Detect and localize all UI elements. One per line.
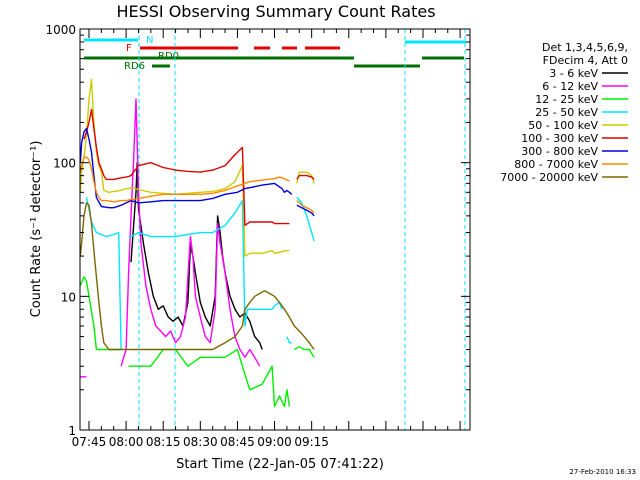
- plot-border: [79, 28, 471, 431]
- series-line: [130, 162, 263, 350]
- legend-label: 800 - 7000 keV: [514, 158, 598, 171]
- y-axis-label: Count Rate (s⁻¹ detector⁻¹): [29, 141, 44, 318]
- y-tick-label: 1000: [45, 23, 76, 37]
- series-line: [79, 156, 315, 214]
- series-line: [79, 127, 315, 217]
- legend: Det 1,3,4,5,6,9,FDecim 4, Att 03 - 6 keV…: [500, 41, 628, 184]
- series-line: [85, 196, 315, 350]
- series-lines: [79, 78, 315, 408]
- plot-frame: [79, 28, 471, 431]
- legend-label: 7000 - 20000 keV: [500, 171, 598, 184]
- flag-label: N: [146, 35, 153, 46]
- legend-label: 100 - 300 keV: [521, 132, 598, 145]
- flag-label: RD0: [158, 51, 179, 62]
- legend-title: FDecim 4, Att 0: [543, 54, 628, 67]
- flag-bars: N F RD0 RD6: [84, 29, 466, 430]
- flag-label: F: [126, 43, 132, 54]
- x-tick-label: 09:00: [257, 435, 292, 449]
- series-line: [79, 276, 315, 408]
- legend-label: 300 - 800 keV: [521, 145, 598, 158]
- legend-label: 6 - 12 keV: [542, 80, 598, 93]
- series-line: [80, 98, 261, 378]
- legend-label: 25 - 50 keV: [535, 106, 598, 119]
- legend-title: Det 1,3,4,5,6,9,: [542, 41, 628, 54]
- series-line: [79, 78, 315, 257]
- y-tick-label: 100: [53, 157, 76, 171]
- legend-label: 12 - 25 keV: [535, 93, 598, 106]
- y-tick-label: 1: [68, 424, 76, 438]
- y-tick-label: 10: [61, 290, 76, 304]
- series-line: [79, 202, 315, 351]
- flag-label: RD6: [124, 61, 145, 72]
- x-tick-label: 08:30: [183, 435, 218, 449]
- series-line: [83, 108, 315, 226]
- chart-title: HESSI Observing Summary Count Rates: [116, 2, 435, 21]
- x-tick-label: 07:45: [72, 435, 107, 449]
- y-axis-ticks: 1 10 100 1000: [45, 23, 470, 438]
- legend-label: 50 - 100 keV: [528, 119, 598, 132]
- x-tick-label: 08:15: [146, 435, 181, 449]
- legend-label: 3 - 6 keV: [549, 67, 598, 80]
- footer-stamp: 27-Feb-2010 16:33: [569, 468, 636, 476]
- x-axis-ticks: 07:45 08:00 08:15 08:30 08:45 09:00 09:15: [72, 29, 461, 449]
- x-tick-label: 08:00: [109, 435, 144, 449]
- x-axis-label: Start Time (22-Jan-05 07:41:22): [176, 457, 384, 472]
- x-tick-label: 09:15: [294, 435, 329, 449]
- x-tick-label: 08:45: [220, 435, 255, 449]
